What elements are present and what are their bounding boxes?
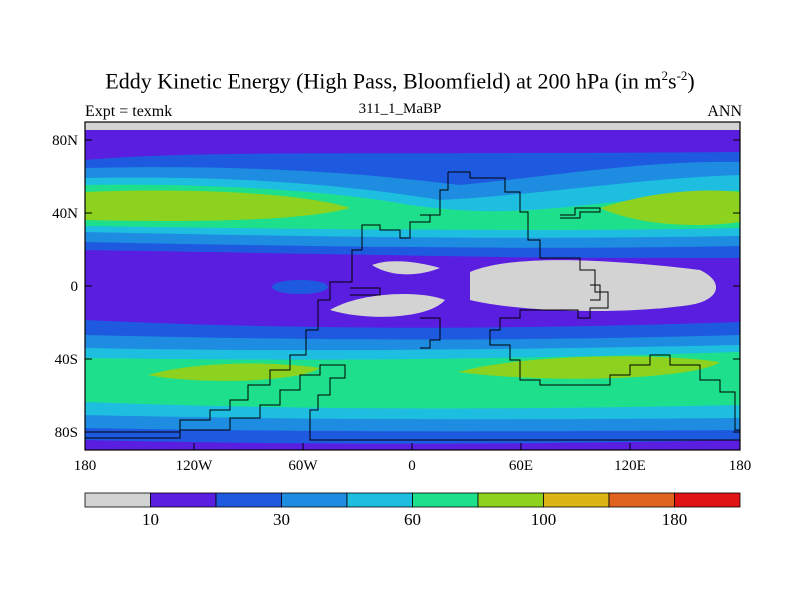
colorbar-swatch [543,492,610,508]
contour-field [85,122,740,450]
lon-label-180w: 180 [74,458,97,474]
colorbar-swatch [674,492,741,508]
colorbar-label: 180 [662,510,688,529]
continent-outlines [85,171,740,441]
colorbar-swatch [84,492,151,508]
experiment-label: Expt = texmk [85,103,173,120]
lon-label-120w: 120W [176,458,214,474]
colorbar-swatch [215,492,282,508]
lon-label-60e: 60E [509,458,533,474]
lat-label-40n: 40N [52,206,78,222]
colorbar-label: 100 [531,510,557,529]
colorbar-swatch [477,492,544,508]
season-label: ANN [707,103,742,120]
colorbar-labels: 10 30 60 100 180 [142,510,687,529]
lat-label-80s: 80S [55,425,78,441]
subtitle: 311_1_MaBP [358,101,442,117]
colorbar-swatch [346,492,413,508]
colorbar-label: 60 [404,510,421,529]
lon-tick-marks [84,443,741,450]
colorbar-label: 10 [142,510,159,529]
lon-label-0: 0 [408,458,416,474]
lat-label-0: 0 [71,279,79,295]
lat-label-40s: 40S [55,352,78,368]
colorbar-swatch [281,492,348,508]
colorbar-label: 30 [273,510,290,529]
colorbar-swatch [150,492,217,508]
colorbar-swatch [412,492,479,508]
lon-label-120e: 120E [614,458,646,474]
lon-label-180e: 180 [729,458,752,474]
lat-tick-marks [85,139,740,433]
figure-title: Eddy Kinetic Energy (High Pass, Bloomfie… [105,68,695,94]
lat-label-80n: 80N [52,133,78,149]
lon-label-60w: 60W [288,458,318,474]
colorbar-swatch [608,492,675,508]
colorbar [84,492,741,508]
